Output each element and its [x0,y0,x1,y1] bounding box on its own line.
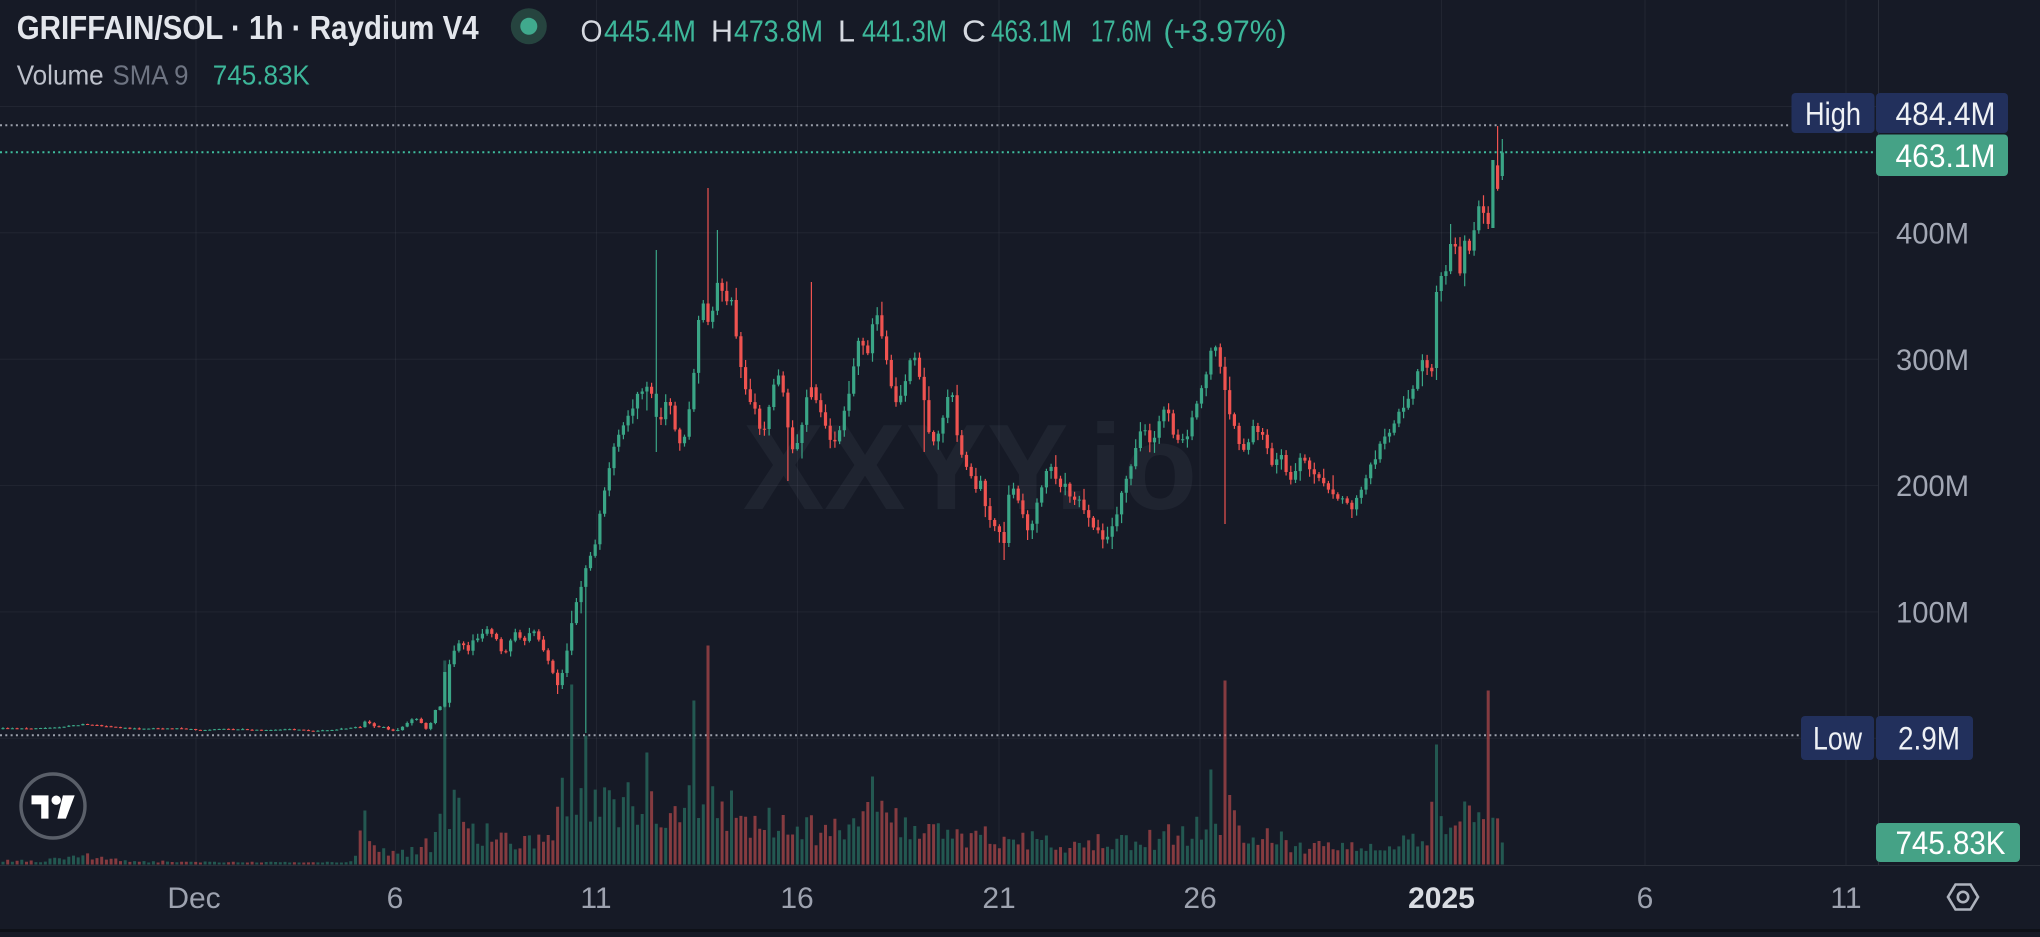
svg-text:484.4M: 484.4M [1896,96,1996,132]
svg-text:H: H [711,14,733,49]
svg-text:26: 26 [1183,882,1216,915]
svg-text:745.83K: 745.83K [213,60,310,91]
svg-text:O: O [581,14,603,49]
svg-text:6: 6 [1637,882,1654,915]
svg-text:441.3M: 441.3M [862,14,947,49]
svg-text:SMA 9: SMA 9 [113,60,189,91]
svg-text:463.1M: 463.1M [991,14,1072,49]
svg-text:17.6M: 17.6M [1091,14,1152,49]
svg-text:445.4M: 445.4M [604,14,696,49]
svg-text:(+3.97%): (+3.97%) [1164,14,1287,49]
svg-text:6: 6 [387,882,404,915]
svg-text:400M: 400M [1896,218,1969,251]
svg-text:300M: 300M [1896,344,1969,377]
svg-text:Volume: Volume [17,60,104,91]
svg-text:2025: 2025 [1408,882,1475,915]
svg-text:Dec: Dec [167,882,220,915]
svg-text:21: 21 [982,882,1015,915]
svg-text:473.8M: 473.8M [734,14,823,49]
svg-text:Low: Low [1813,721,1863,757]
svg-text:C: C [962,14,986,49]
svg-text:11: 11 [1830,882,1861,915]
svg-text:11: 11 [580,882,611,915]
svg-text:L: L [838,14,855,49]
svg-text:463.1M: 463.1M [1896,138,1996,174]
svg-text:745.83K: 745.83K [1896,825,2006,861]
svg-text:100M: 100M [1896,597,1969,630]
svg-text:16: 16 [780,882,813,915]
svg-text:2.9M: 2.9M [1898,721,1960,757]
svg-text:High: High [1805,96,1861,132]
svg-text:GRIFFAIN/SOL · 1h · Raydium V4: GRIFFAIN/SOL · 1h · Raydium V4 [17,9,480,46]
svg-text:200M: 200M [1896,470,1969,503]
